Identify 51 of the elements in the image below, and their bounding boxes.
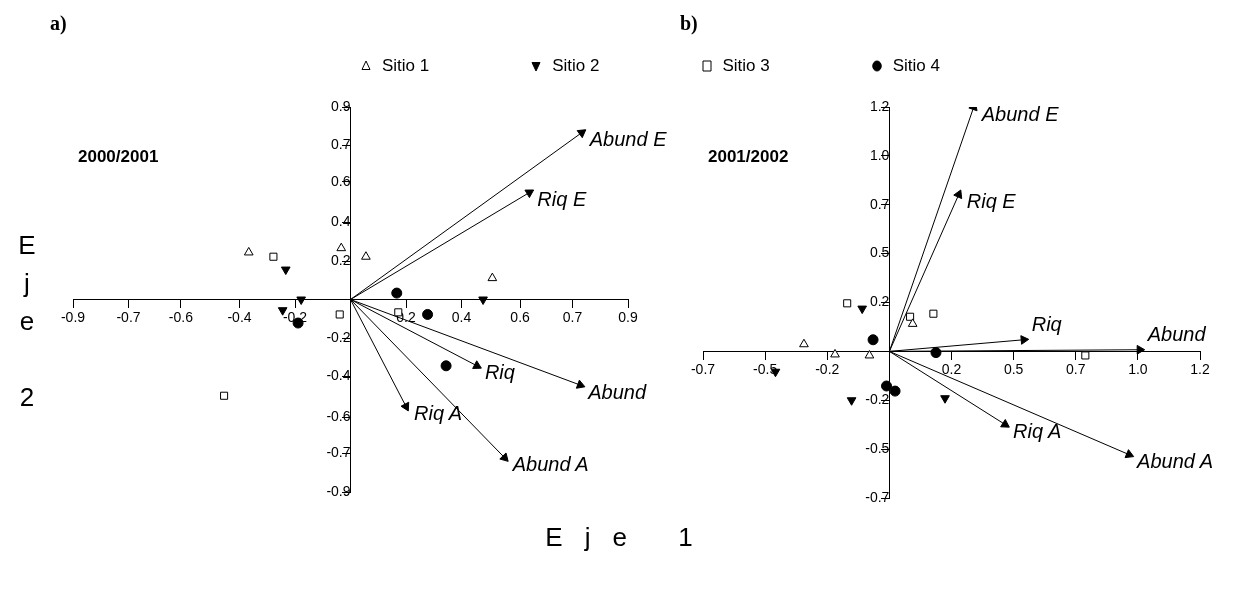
x-tick-label: 0.2	[941, 360, 962, 377]
legend-label: Sitio 1	[382, 56, 430, 76]
y-tick-label: -0.5	[865, 439, 890, 456]
x-tick-label: 0.7	[1066, 360, 1086, 377]
series-label: Riq E	[537, 188, 587, 211]
x-tick-label: -0.6	[168, 308, 194, 325]
series-label: Riq	[1031, 313, 1062, 336]
y-tick-label: -0.7	[865, 488, 890, 505]
x-tick-label: 0.6	[510, 308, 531, 325]
series-label: Riq E	[966, 190, 1017, 213]
legend-label: Sitio 2	[552, 56, 600, 76]
x-tick-label: -0.9	[60, 308, 86, 325]
chart-title: b)	[680, 12, 698, 35]
series-label: Abund E	[588, 128, 668, 151]
x-axis-title: Eje 1	[544, 522, 716, 553]
series-label: Abund A	[511, 453, 589, 476]
y-tick-label: 0.7	[869, 195, 890, 212]
x-tick-label: 0.9	[618, 308, 638, 325]
y-tick-label: 0.9	[331, 97, 351, 114]
y-tick-label: -0.9	[326, 482, 351, 499]
series-label: Abund E	[980, 102, 1060, 125]
annotation: 2001/2002	[708, 146, 789, 166]
y-tick-label: 0.2	[331, 251, 351, 268]
x-tick-label: 1.2	[1190, 360, 1210, 377]
x-tick-label: 1.0	[1128, 360, 1148, 377]
series-label: Riq A	[1013, 420, 1062, 443]
series-label: Abund	[1146, 323, 1207, 346]
y-tick-label: 0.7	[331, 136, 351, 153]
x-tick-label: 0.7	[562, 308, 583, 325]
x-tick-label: 0.5	[1003, 360, 1024, 377]
series-label: Riq A	[414, 402, 463, 425]
y-tick-label: -0.7	[326, 444, 351, 461]
x-tick-label: -0.2	[815, 360, 840, 377]
x-tick-label: -0.4	[227, 308, 252, 325]
chart-title: a)	[50, 12, 67, 35]
x-tick-label: -0.7	[690, 360, 716, 377]
x-tick-label: 0.4	[451, 308, 472, 325]
annotation: 2000/2001	[78, 146, 159, 166]
series-label: Abund A	[1136, 450, 1214, 473]
y-tick-label: -0.2	[865, 391, 890, 408]
y-tick-label: 0.5	[869, 244, 890, 261]
y-tick-label: 1.2	[869, 97, 890, 114]
legend-label: Sitio 4	[892, 56, 940, 76]
series-label: Abund	[587, 380, 647, 403]
y-tick-label: 0.2	[869, 293, 890, 310]
y-tick-label: -0.6	[326, 408, 351, 424]
series-label: Riq	[484, 361, 515, 384]
legend-label: Sitio 3	[722, 56, 770, 76]
text: Eje 2	[18, 230, 36, 412]
x-tick-label: -0.7	[116, 308, 141, 325]
y-tick-label: -0.2	[326, 328, 351, 345]
